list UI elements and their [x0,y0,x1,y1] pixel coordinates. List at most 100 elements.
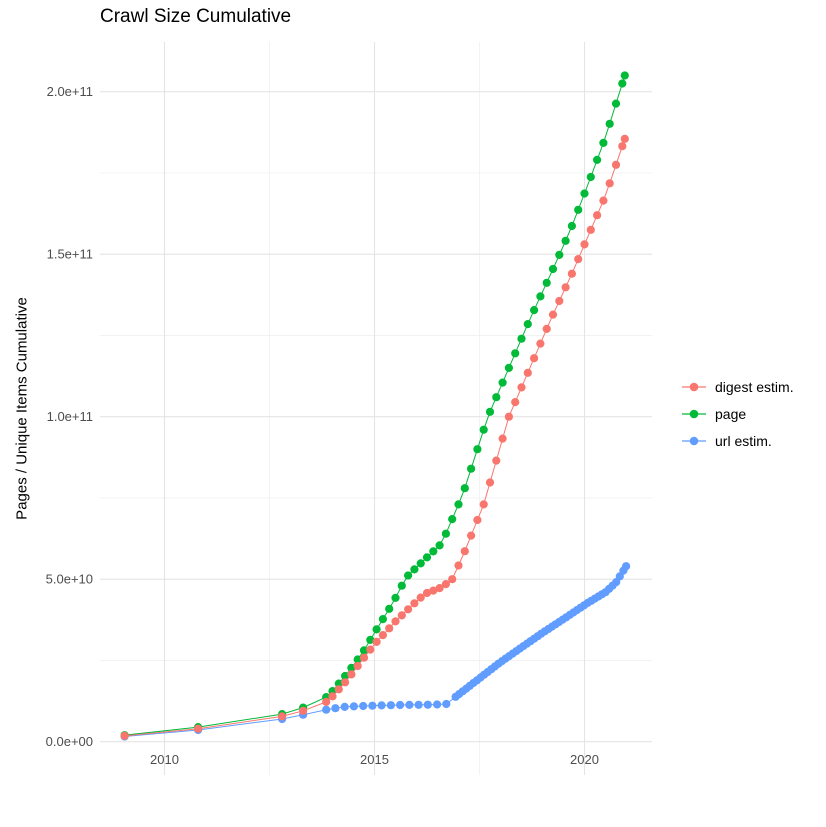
data-point [511,349,520,358]
data-point [341,671,350,681]
data-point [548,264,558,274]
legend-label: page [715,406,747,422]
data-point [359,653,369,662]
data-point [511,398,520,407]
data-point [441,580,450,589]
data-point [611,160,621,169]
data-point [391,617,400,626]
data-point [429,586,438,595]
data-point [429,547,438,556]
data-point [378,631,387,640]
data-point [435,541,444,550]
data-point [448,575,457,584]
data-point [278,712,287,721]
y-tick-label: 0.0e+00 [46,734,93,749]
data-point [372,625,381,634]
data-point [368,701,377,710]
data-point [359,646,369,655]
data-point [599,196,608,205]
data-point [322,705,331,714]
data-point [567,269,577,278]
data-point [416,593,425,602]
legend-key-icon [682,436,706,446]
data-point [536,339,545,348]
data-point [523,320,532,329]
data-point [498,378,507,387]
y-tick-label: 1.5e+11 [47,247,93,262]
data-point [397,581,406,590]
legend-item-url-estim: url estim. [681,433,794,449]
data-point [561,283,570,292]
data-point [574,205,583,214]
data-point [454,561,463,570]
legend-key-icon [682,409,706,419]
data-point [328,692,337,701]
data-point [372,637,381,647]
data-point [416,559,425,568]
data-point [555,296,564,306]
data-point [404,605,413,614]
data-point [485,478,495,487]
series-url-estim [120,562,631,741]
data-point [620,71,629,80]
y-tick-label: 2.0e+11 [47,84,93,99]
data-point [542,278,551,287]
data-point [378,615,387,624]
data-point [618,79,627,88]
data-point [386,701,395,710]
data-point [460,547,469,556]
data-point [611,99,621,108]
data-point [405,700,414,710]
data-point [561,236,570,245]
data-point [586,172,595,182]
legend-key-icon [682,382,706,392]
data-point [467,464,476,473]
data-point [414,700,423,709]
data-point [567,221,577,231]
x-tick-label: 2015 [360,752,389,767]
data-point [622,562,631,571]
data-point [580,240,589,249]
chart-title: Crawl Size Cumulative [100,6,292,27]
data-point [593,155,602,164]
data-point [422,588,432,598]
data-point [454,500,463,509]
data-point [618,142,627,151]
data-point [504,412,513,421]
data-point [523,368,532,377]
series-digest-estim [120,134,629,741]
data-point [473,445,482,454]
data-point [548,310,558,319]
legend-label: url estim. [715,433,772,449]
y-axis-title: Pages / Unique Items Cumulative [13,297,31,520]
data-point [194,724,203,733]
data-point [391,593,400,603]
data-point [530,354,539,363]
legend-item-page: page [681,406,794,422]
legend: digest estim. page url estim. [681,379,794,449]
data-point [555,250,564,259]
data-point [340,702,349,712]
data-point [353,661,362,671]
data-point [536,292,545,301]
data-point [366,645,375,654]
legend-item-digest-estim: digest estim. [681,379,794,395]
data-point [485,407,495,416]
data-point [334,679,343,688]
data-point [322,697,331,707]
data-point [441,529,450,538]
y-tick-label: 1.0e+11 [47,409,93,424]
data-point [422,553,432,562]
data-point [334,685,343,694]
data-point [366,635,375,645]
data-point [347,670,356,679]
data-point [605,179,614,188]
data-point [498,434,507,443]
data-point [460,484,469,493]
data-point [396,700,405,710]
data-point [517,383,526,392]
data-point [299,706,308,715]
data-point [517,334,526,343]
